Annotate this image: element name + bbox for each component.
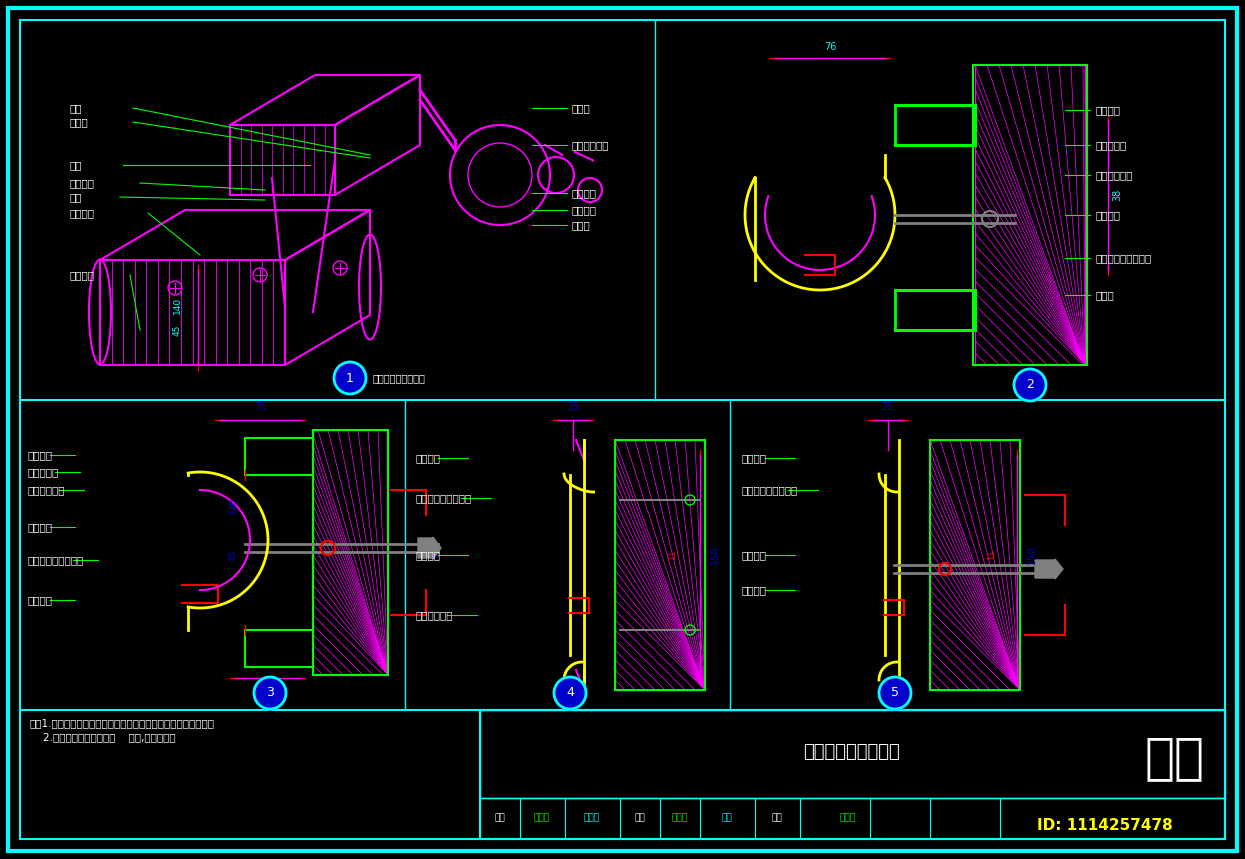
Text: 铝型材支架（成品）: 铝型材支架（成品） [1096,253,1152,263]
Bar [615,440,705,690]
Text: 45: 45 [173,325,182,336]
Text: 内圆角: 内圆角 [70,117,88,127]
Text: 螺钉: 螺钉 [70,103,82,113]
Text: 乙烯软垫: 乙烯软垫 [415,550,439,560]
Text: 150: 150 [710,545,720,564]
Text: 审核: 审核 [494,813,505,823]
Text: 审批: 审批 [722,813,732,823]
Text: 乙烯软垫: 乙烯软垫 [571,205,598,215]
Text: 固定套: 固定套 [1096,290,1114,300]
Text: 铝制横杆: 铝制横杆 [571,188,598,198]
Text: 3: 3 [266,686,274,699]
Text: 乙烯软垫: 乙烯软垫 [742,550,767,560]
Text: 校对: 校对 [635,813,645,823]
FancyArrow shape [1035,559,1063,579]
Text: 注：1.各种扶手护角均有成品配套的阳阳转角，应注意对应选享。: 注：1.各种扶手护角均有成品配套的阳阳转角，应注意对应选享。 [30,718,215,728]
Text: 25: 25 [881,402,894,412]
Text: 金属支座中距: 金属支座中距 [27,485,65,495]
Text: 乙烯软垫: 乙烯软垫 [1096,210,1120,220]
Text: 乙烯软垫: 乙烯软垫 [27,522,52,532]
Text: 知未: 知未 [1145,734,1205,782]
Text: 缓冲扶手施工示意图: 缓冲扶手施工示意图 [374,373,426,383]
Circle shape [879,677,911,709]
Text: 76: 76 [824,42,837,52]
FancyArrow shape [418,537,441,559]
Text: 140: 140 [173,296,182,314]
Bar [615,440,705,690]
Text: 金属支座中距: 金属支座中距 [571,140,610,150]
Text: 铝型材支架（成品）: 铝型材支架（成品） [415,493,472,503]
Text: ID: 1114257478: ID: 1114257478 [1037,818,1173,832]
Text: 5: 5 [891,686,899,699]
Text: 铝型材支架（成品）: 铝型材支架（成品） [27,555,83,565]
Text: 外圆角: 外圆角 [571,220,590,230]
Text: 系墙螺栓: 系墙螺栓 [27,595,52,605]
Text: 150: 150 [1027,545,1037,564]
Text: 4: 4 [566,686,574,699]
Bar [481,710,1225,839]
Text: 铝型材支架（成品）: 铝型材支架（成品） [742,485,798,495]
Text: 140: 140 [229,497,238,514]
Circle shape [1013,369,1046,401]
Text: 扶手面板: 扶手面板 [415,453,439,463]
Text: 朱爱霞: 朱爱霞 [672,813,688,823]
Circle shape [254,677,286,709]
Text: 系墙螺栓: 系墙螺栓 [70,208,95,218]
Text: 2.扶手面板可选用硬塑料    瓶配,屑塑料等。: 2.扶手面板可选用硬塑料 瓶配,屑塑料等。 [30,732,176,742]
Circle shape [554,677,586,709]
Text: 金属膨胀螺栓: 金属膨胀螺栓 [415,610,452,620]
Bar [974,65,1087,365]
Bar [230,125,335,195]
Text: 嵌内装饰物: 嵌内装饰物 [1096,140,1127,150]
Text: 护墙扶手做法（一）: 护墙扶手做法（一） [803,743,900,761]
Circle shape [334,362,366,394]
Text: 套锁钉: 套锁钉 [571,103,590,113]
Text: 75: 75 [254,402,266,412]
Text: 扶手面板: 扶手面板 [1096,105,1120,115]
Text: 45: 45 [229,549,238,561]
Text: 38: 38 [1112,189,1122,201]
Text: 端口盒盖: 端口盒盖 [70,178,95,188]
Text: 郭维娜: 郭维娜 [840,813,857,823]
Bar [312,430,388,675]
Text: 11: 11 [669,550,677,560]
Text: 扶手面板: 扶手面板 [70,270,95,280]
Text: 1: 1 [346,371,354,385]
Text: 设计人: 设计人 [584,813,600,823]
Bar [481,710,1225,798]
Text: 横杆: 横杆 [70,160,82,170]
Text: 2: 2 [1026,379,1033,392]
Bar [975,65,1084,365]
Bar [312,430,388,675]
Text: 系墙螺栓: 系墙螺栓 [742,585,767,595]
Text: 扶手面板: 扶手面板 [27,450,52,460]
Bar [930,440,1020,690]
Text: 11: 11 [987,550,996,560]
Text: 设计: 设计 [772,813,782,823]
Bar [100,260,285,365]
Text: 彩色点缀带: 彩色点缀带 [27,467,59,477]
Text: 25: 25 [566,402,579,412]
Text: 锁帽: 锁帽 [70,192,82,202]
Text: 扶手面板: 扶手面板 [742,453,767,463]
Text: 做良修: 做良修 [534,813,550,823]
Bar [930,440,1020,690]
Text: 38: 38 [261,685,274,695]
Text: 金属支座中距: 金属支座中距 [1096,170,1133,180]
